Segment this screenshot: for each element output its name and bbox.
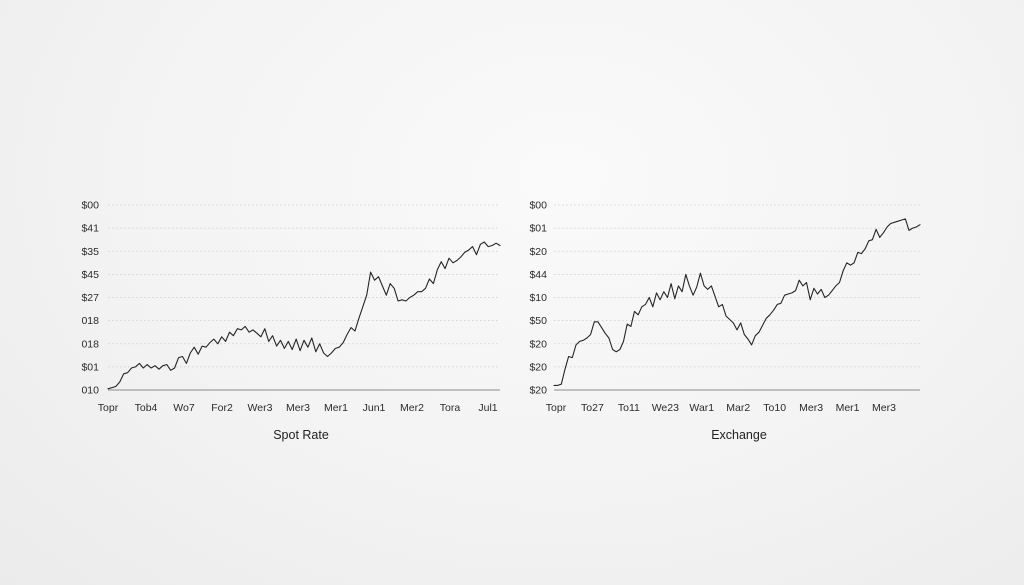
y-tick-label: $35 <box>81 246 99 258</box>
y-tick-label: $20 <box>529 246 547 258</box>
x-tick-label: War1 <box>689 402 714 414</box>
x-tick-label: To27 <box>581 402 604 414</box>
y-tick-label: 018 <box>81 338 99 350</box>
x-tick-label: Jul1 <box>478 402 497 414</box>
x-tick-label: We23 <box>652 402 679 414</box>
x-tick-label: Mar2 <box>726 402 750 414</box>
y-tick-label: $41 <box>81 223 99 235</box>
x-tick-label: Mer2 <box>400 402 424 414</box>
y-tick-label: $20 <box>529 361 547 373</box>
spot-rate-chart: $00 $41 $35 $45 $27 018 018 $01 010 Topr Tob4 Wo7 Fo… <box>81 200 501 442</box>
y-tick-label: $01 <box>529 223 547 235</box>
x-tick-label: To10 <box>763 402 786 414</box>
x-tick-label: Mer1 <box>836 402 860 414</box>
chart-title: Exchange <box>711 428 767 442</box>
y-tick-label: $00 <box>529 200 547 212</box>
x-tick-label: Tora <box>440 402 461 414</box>
exchange-chart: $00 $01 $20 $44 $10 $50 $20 $20 $20 Topr To27 To11 W… <box>529 200 921 442</box>
y-tick-label: $20 <box>529 338 547 350</box>
x-tick-label: Mer1 <box>324 402 348 414</box>
x-tick-label: To11 <box>618 402 640 414</box>
y-tick-label: $20 <box>529 385 547 397</box>
x-tick-label: Tob4 <box>135 402 158 414</box>
chart-title: Spot Rate <box>273 428 329 442</box>
y-tick-label: $00 <box>81 200 99 212</box>
x-tick-label: Wo7 <box>173 402 195 414</box>
x-tick-label: Mer3 <box>872 402 896 414</box>
y-tick-label: $27 <box>81 292 99 304</box>
x-tick-label: Topr <box>546 402 567 414</box>
y-tick-label: 010 <box>81 385 99 397</box>
y-tick-label: $01 <box>81 361 99 373</box>
x-tick-label: Wer3 <box>248 402 273 414</box>
x-tick-label: Topr <box>98 402 119 414</box>
y-tick-label: $50 <box>529 315 547 327</box>
x-tick-label: Mer3 <box>286 402 310 414</box>
y-tick-label: $44 <box>529 269 547 281</box>
series-line <box>553 218 921 386</box>
series-line <box>107 241 501 390</box>
x-tick-label: For2 <box>211 402 233 414</box>
x-tick-label: Mer3 <box>799 402 823 414</box>
x-tick-label: Jun1 <box>363 402 386 414</box>
y-tick-label: 018 <box>81 315 99 327</box>
y-tick-label: $10 <box>529 292 547 304</box>
y-tick-label: $45 <box>81 269 99 281</box>
